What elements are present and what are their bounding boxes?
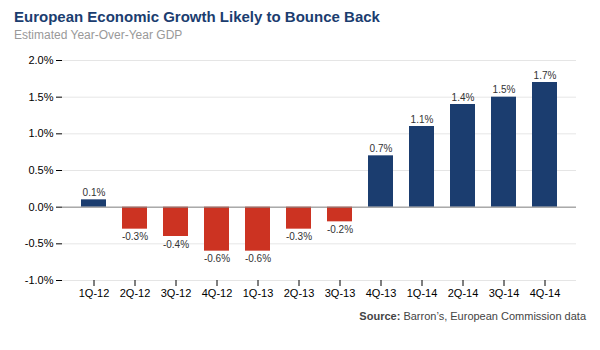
svg-text:0.7%: 0.7% [370,143,393,154]
svg-text:-0.6%: -0.6% [245,253,271,264]
html-text:Source: Barron’s, European Com: Source: Barron’s, European Commission da… [359,310,586,322]
svg-text:1.5%: 1.5% [493,84,516,95]
svg-text:1Q-13: 1Q-13 [243,287,274,299]
svg-text:-0.3%: -0.3% [286,231,312,242]
svg-text:3Q-12: 3Q-12 [161,287,192,299]
svg-text:2Q-13: 2Q-13 [284,287,315,299]
svg-text:1.5%: 1.5% [28,91,53,103]
svg-text:4Q-14: 4Q-14 [530,287,561,299]
svg-text:0.0%: 0.0% [28,201,53,213]
svg-text:4Q-13: 4Q-13 [366,287,397,299]
svg-text:-0.3%: -0.3% [122,231,148,242]
svg-text:2Q-14: 2Q-14 [448,287,479,299]
svg-text:-0.5%: -0.5% [25,237,54,249]
svg-text:1Q-12: 1Q-12 [79,287,110,299]
svg-text:0.5%: 0.5% [28,164,53,176]
html-text:Estimated Year-Over-Year GDP: Estimated Year-Over-Year GDP [14,28,183,42]
svg-text:-0.4%: -0.4% [163,239,189,250]
html-text:European Economic Growth Likel: European Economic Growth Likely to Bounc… [14,8,380,25]
svg-text:3Q-14: 3Q-14 [489,287,520,299]
svg-text:1.4%: 1.4% [452,92,475,103]
svg-text:0.1%: 0.1% [83,187,106,198]
svg-text:1Q-14: 1Q-14 [407,287,438,299]
svg-text:1.7%: 1.7% [534,70,557,81]
svg-text:2.0%: 2.0% [28,54,53,66]
svg-text:1.0%: 1.0% [28,127,53,139]
svg-text:3Q-13: 3Q-13 [325,287,356,299]
svg-text:-0.2%: -0.2% [327,224,353,235]
svg-text:4Q-12: 4Q-12 [202,287,233,299]
svg-text:-0.6%: -0.6% [204,253,230,264]
svg-text:2Q-12: 2Q-12 [120,287,151,299]
svg-text:1.1%: 1.1% [411,114,434,125]
svg-text:-1.0%: -1.0% [25,274,54,286]
